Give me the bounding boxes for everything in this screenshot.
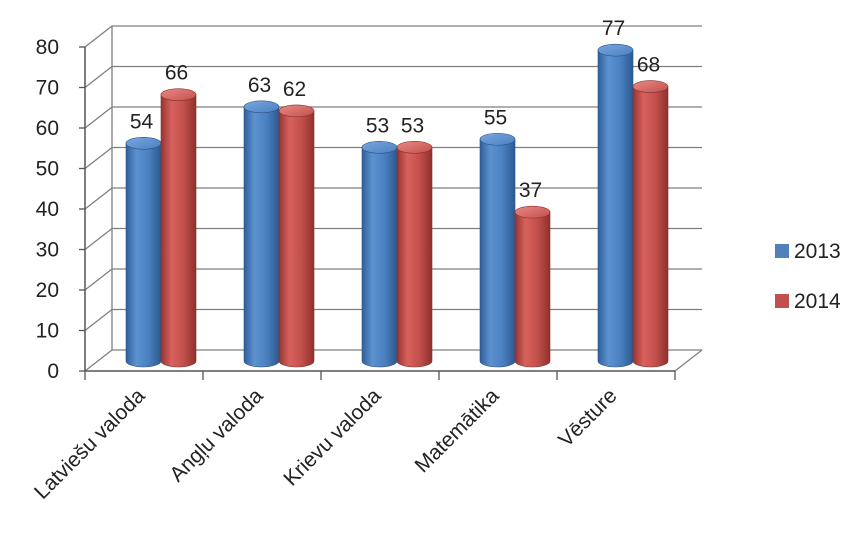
x-tick-label: Krievu valoda — [279, 384, 385, 490]
legend: 2013 2014 — [775, 240, 841, 313]
y-tick-label: 0 — [47, 360, 59, 383]
y-tick-label: 50 — [36, 158, 59, 181]
y-tick-label: 30 — [36, 239, 59, 262]
bar-top — [479, 132, 516, 146]
gridline-side — [84, 146, 113, 170]
bar-2013-2 — [361, 141, 398, 368]
x-tick-label: Vēsture — [554, 384, 621, 451]
x-tick-label: Angļu valoda — [165, 384, 267, 486]
bar-top — [514, 205, 551, 219]
bar-2014-0 — [160, 88, 197, 368]
bar-body — [396, 147, 433, 368]
bar-top — [243, 100, 280, 114]
gridline-side — [84, 349, 113, 372]
data-label: 53 — [401, 114, 424, 137]
bar-2014-4 — [632, 80, 669, 368]
data-label: 37 — [519, 179, 542, 202]
gridline-side — [84, 308, 113, 332]
y-tick-label: 60 — [36, 117, 59, 140]
data-label: 63 — [248, 74, 271, 97]
y-tick-label: 70 — [36, 77, 59, 100]
bar-2014-1 — [278, 104, 315, 368]
gridline-side — [84, 187, 113, 210]
data-label: 54 — [130, 110, 154, 133]
bar-body — [243, 106, 280, 368]
bar-2013-0 — [125, 137, 162, 368]
y-tick-label: 20 — [36, 279, 59, 302]
labels-layer: 54 63 53 55 77 66 62 53 37 68 Latviešu valoda Angļu… — [30, 17, 660, 504]
data-label: 77 — [602, 17, 625, 40]
bar-top — [597, 43, 634, 57]
data-label: 62 — [283, 78, 306, 101]
gridline-side — [84, 65, 113, 89]
data-label: 66 — [165, 62, 188, 85]
bar-body — [597, 49, 634, 368]
legend-swatch — [775, 244, 789, 258]
gridline-side — [84, 106, 113, 129]
bar-2014-2 — [396, 141, 433, 368]
gridline-side — [84, 268, 113, 291]
data-label: 55 — [484, 106, 507, 129]
bar-top — [632, 80, 669, 93]
gridline-side — [84, 227, 113, 251]
bar-body — [361, 147, 398, 368]
bar-body — [514, 211, 551, 368]
bar-2014-3 — [514, 205, 551, 368]
bar-top — [396, 141, 433, 154]
bar-body — [632, 86, 669, 368]
data-label: 53 — [366, 114, 389, 137]
axis-layer: 0 10 20 30 40 50 60 70 80 — [36, 36, 703, 383]
data-label: 68 — [637, 54, 660, 77]
x-tick-label: Latviešu valoda — [30, 384, 150, 504]
y-tick-label: 40 — [36, 198, 59, 221]
bar-2013-4 — [597, 43, 634, 368]
legend-swatch — [775, 294, 789, 308]
x-tick-label: Matemātika — [411, 384, 504, 477]
bar-2013-3 — [479, 132, 516, 368]
bar-body — [479, 138, 516, 368]
legend-label: 2013 — [794, 240, 841, 263]
y-tick-label: 80 — [36, 36, 59, 59]
bar-body — [278, 110, 315, 368]
legend-label: 2014 — [794, 290, 841, 313]
gridline-side — [84, 25, 113, 48]
bar-body — [160, 94, 197, 368]
bar-body — [125, 143, 162, 368]
floor-edge — [674, 349, 703, 372]
y-tick-label: 10 — [36, 320, 59, 343]
bar-top — [361, 141, 398, 154]
bar-top — [160, 88, 197, 101]
bar-2013-1 — [243, 100, 280, 368]
bars-layer — [125, 43, 669, 368]
bar-top — [278, 104, 315, 118]
bar-top — [125, 137, 162, 150]
